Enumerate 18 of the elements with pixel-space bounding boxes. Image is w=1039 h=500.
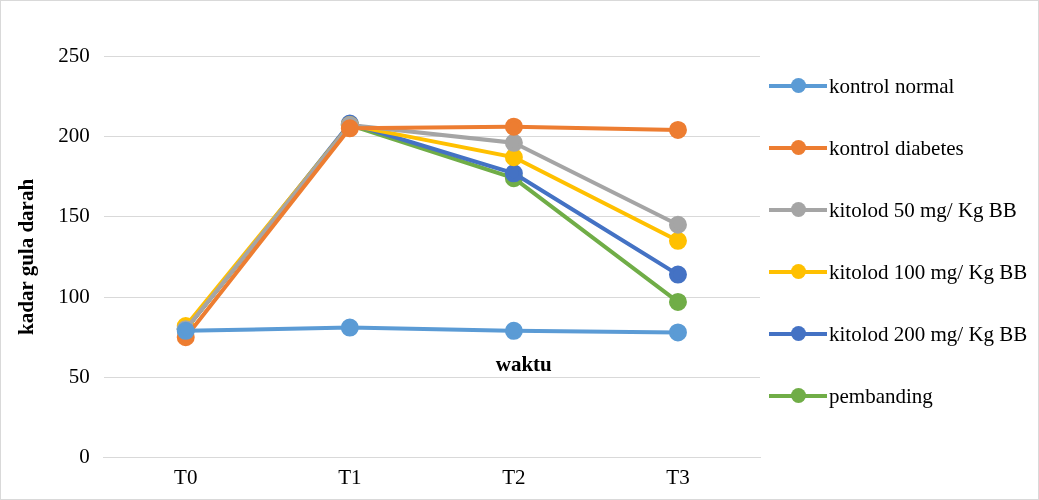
legend-label: kitolod 50 mg/ Kg BB (829, 197, 1017, 224)
x-tick-label: T2 (502, 464, 526, 489)
x-tick-label: T0 (174, 464, 198, 489)
legend-label: kontrol normal (829, 73, 955, 100)
y-tick-label: 100 (58, 283, 90, 308)
legend-label: pembanding (829, 383, 933, 410)
x-tick-label: T1 (338, 464, 362, 489)
y-tick-label: 150 (58, 203, 90, 228)
x-tick-label: T3 (666, 464, 690, 489)
y-tick-label: 250 (58, 42, 90, 67)
y-tick-label: 50 (68, 363, 90, 388)
y-tick-label: 0 (79, 444, 90, 469)
legend-label: kitolod 100 mg/ Kg BB (829, 259, 1028, 286)
y-tick-label: 200 (58, 122, 90, 147)
legend-label: kitolod 200 mg/ Kg BB (829, 321, 1028, 348)
y-axis-title: kadar gula darah (14, 178, 39, 335)
x-axis-title: waktu (495, 351, 553, 376)
legend-label: kontrol diabetes (829, 135, 964, 162)
